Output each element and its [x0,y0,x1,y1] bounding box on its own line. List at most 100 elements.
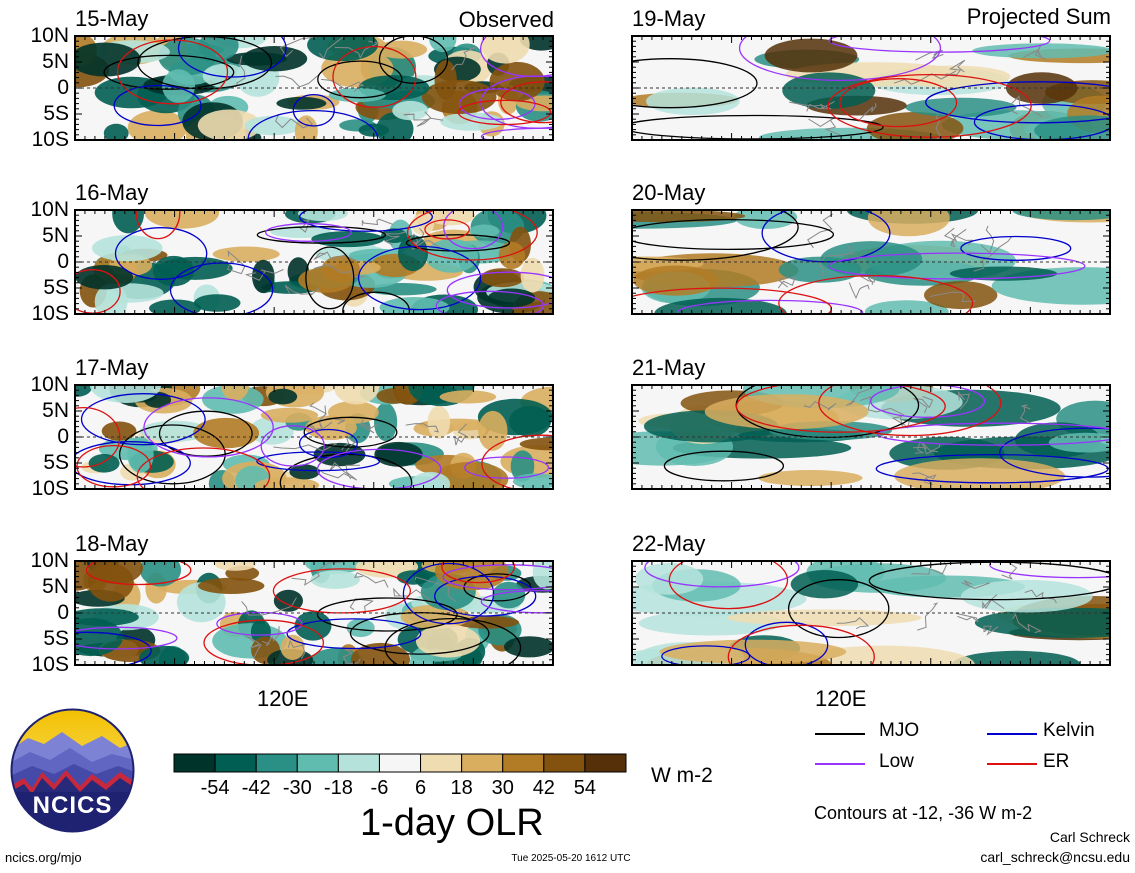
kelvin-contour [402,562,495,625]
er-contour [481,434,554,490]
projected-olr-panel [631,209,1111,315]
coastline [912,396,934,414]
colorbar-tick-label: -30 [283,777,312,799]
olr-shading-blob [298,209,348,222]
colorbar-tick-label: 54 [574,777,596,799]
olr-shading-blob [504,636,554,658]
x-tick-right: 120E [815,686,867,711]
kelvin-contour [357,245,482,311]
kelvin-contour [113,84,202,127]
olr-shading-blob [202,63,247,88]
coastline [854,272,877,285]
olr-shading-blob [478,410,508,451]
olr-shading-blob [92,235,163,262]
coastline [1023,45,1047,61]
footer-email[interactable]: carl_schreck@ncsu.edu [980,849,1130,865]
legend-swatch-mjo [815,733,865,735]
er-contour [778,274,974,315]
olr-shading-blob [333,384,380,405]
footer-author: Carl Schreck [1049,829,1130,845]
mjo-contour [631,209,799,261]
mjo-contour [158,410,253,457]
olr-shading-blob [289,464,320,480]
coastline [943,227,974,246]
coastline [857,103,877,122]
y-tick-label: 5S [43,451,69,474]
olr-shading-blob [376,388,412,404]
olr-shading-blob [374,441,423,467]
olr-shading-blob [197,109,262,141]
low-contour [443,209,504,250]
low-contour [260,425,325,467]
olr-shading-blob [974,607,1111,638]
kelvin-contour [875,453,1109,484]
coastline [806,103,825,112]
panel-frame [74,35,554,141]
coastline [860,396,905,416]
logo-text: NCICS [32,792,113,819]
observed-olr-panel [74,560,554,666]
mjo-contour [663,450,785,482]
er-contour [668,560,789,610]
colorbar-tick-label: 30 [492,777,514,799]
observed-date-label: 16-May [75,180,149,205]
mjo-contour [787,579,890,639]
coastline [328,461,360,475]
coastline [922,442,941,455]
coastline [973,236,1013,272]
coastline [945,59,966,76]
legend-swatch-kelvin [987,733,1037,735]
kelvin-contour [177,35,287,78]
olr-shading-blob [198,35,239,61]
legend-swatch-er [987,763,1037,765]
olr-shading-blob [254,477,320,490]
projected-date-label: 19-May [632,6,706,31]
y-tick-label: 0 [57,250,69,273]
olr-shading-blob [1012,209,1111,221]
olr-shading-blob [498,241,526,269]
y-tick-label: 10S [31,653,69,676]
legend-label-mjo: MJO [879,720,920,741]
observed-date-label: 15-May [75,6,149,31]
footer-url[interactable]: ncics.org/mjo [5,850,82,865]
y-tick-label: 10S [31,477,69,500]
mjo-contour [342,291,411,315]
olr-shading-blob [260,407,319,423]
kelvin-contour [292,93,335,127]
projected-olr-panel [631,384,1111,490]
y-tick-label: 0 [57,601,69,624]
contour-note: Contours at -12, -36 W m-2 [814,803,1033,823]
mjo-contour [631,218,835,251]
y-tick-label: 10N [30,24,69,47]
er-contour [818,384,1002,437]
olr-shading-blob [268,388,298,405]
coastline [361,218,393,226]
colorbar-tick-label: 6 [415,777,426,799]
kelvin-contour [661,645,751,666]
er-contour [76,444,152,488]
olr-shading-blob [162,69,196,103]
er-contour [406,209,538,261]
olr-shading-blob [519,437,554,451]
observed-olr-panel [74,384,554,490]
olr-shading-blob [429,35,457,53]
coastline [349,598,374,612]
coastline [273,443,338,452]
colorbar-swatch [214,753,257,773]
low-contour [828,252,1086,280]
low-contour [74,626,178,650]
coastline [957,390,971,410]
coastline [1012,612,1042,634]
y-tick-label: 5S [43,627,69,650]
olr-shading-blob [972,43,1111,59]
olr-shading-blob [427,405,451,439]
olr-shading-blob [924,281,998,310]
kelvin-contour [169,262,274,315]
coastline [955,612,979,623]
colorbar-tick-label: -54 [201,777,230,799]
olr-shading-blob [790,570,859,599]
legend-swatch-low [815,763,865,765]
olr-shading-blob [270,225,332,238]
kelvin-contour [286,618,422,650]
low-contour [644,560,800,588]
